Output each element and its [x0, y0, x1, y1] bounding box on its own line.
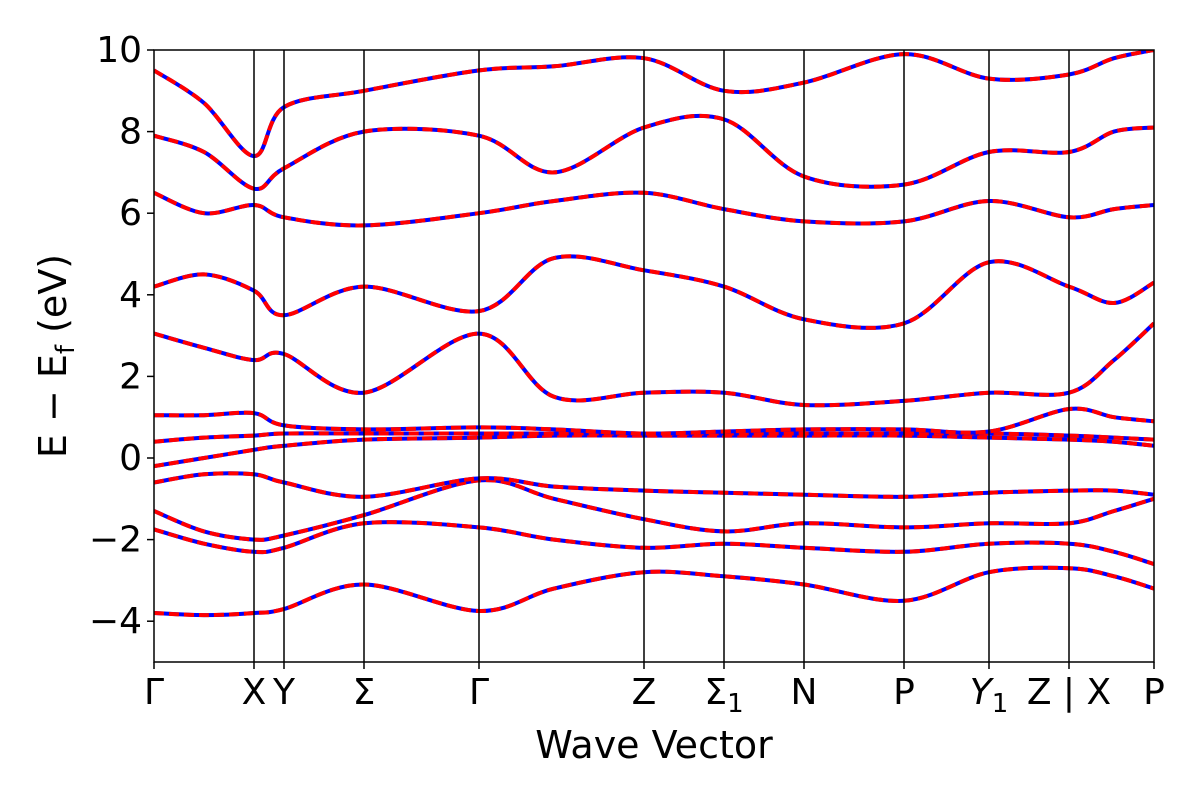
x-tick-label-7: Σ1 — [704, 672, 743, 719]
band-5-series-2-line — [154, 433, 1154, 469]
plot-frame — [153, 49, 1155, 663]
x-axis: Γ X Y Σ Γ Z Σ1 N P Y1 Z | X P — [144, 662, 1165, 719]
band-8-series-2-line — [154, 321, 1154, 408]
band-10-series-2-line — [154, 190, 1154, 228]
y-tick-label-5: 4 — [119, 275, 142, 316]
x-tick-label-2: X — [242, 672, 267, 713]
y-tick-label-6: 6 — [119, 193, 142, 234]
x-tick-label-3: Y — [272, 672, 296, 713]
y-tick-label-2: −2 — [89, 520, 142, 561]
x-tick-label-5: Γ — [469, 672, 489, 713]
y-tick-label-4: 2 — [119, 356, 142, 397]
bands-layer — [154, 50, 1154, 618]
x-tick-label-10: Y1 — [970, 672, 1009, 719]
x-tick-label-1: Γ — [144, 672, 164, 713]
band-9-series-1-line — [154, 254, 1154, 330]
x-tick-label-4: Σ — [353, 672, 376, 713]
x-axis-title: Wave Vector — [535, 723, 773, 767]
band-1-series-1-line — [154, 565, 1154, 618]
band-1-series-2-line — [154, 565, 1154, 618]
band-3-series-2-line — [154, 478, 1154, 542]
y-tick-label-1: −4 — [89, 601, 142, 642]
x-tick-label-9: P — [893, 672, 915, 713]
y-axis-title-sub: f — [51, 344, 81, 354]
x-tick-label-12: P — [1143, 672, 1165, 713]
band-6-series-2-line — [154, 431, 1154, 444]
x-tick-label-8: N — [791, 672, 818, 713]
y-axis-title-main: E − E — [31, 354, 75, 458]
y-tick-label-7: 8 — [119, 112, 142, 153]
band-7-series-1-line — [154, 406, 1154, 436]
band-9-series-2-line — [154, 254, 1154, 330]
band-5-series-1-line — [154, 433, 1154, 469]
x-tick-label-11: Z | X — [1027, 672, 1111, 713]
y-axis-title: E − Ef (eV) — [31, 254, 81, 458]
y-tick-label-3: 0 — [119, 438, 142, 479]
y-axis: −4 −2 0 2 4 6 8 10 — [89, 30, 154, 642]
band-12-series-2-line — [154, 50, 1154, 159]
kpoint-lines — [253, 50, 1070, 662]
y-tick-label-8: 10 — [96, 30, 142, 71]
band-11-series-1-line — [154, 113, 1154, 191]
band-2-series-2-line — [154, 520, 1154, 567]
x-tick-label-6: Z — [632, 672, 657, 713]
band-12-series-1-line — [154, 50, 1154, 159]
y-axis-title-unit: (eV) — [31, 254, 75, 345]
band-4-series-2-line — [154, 471, 1154, 499]
